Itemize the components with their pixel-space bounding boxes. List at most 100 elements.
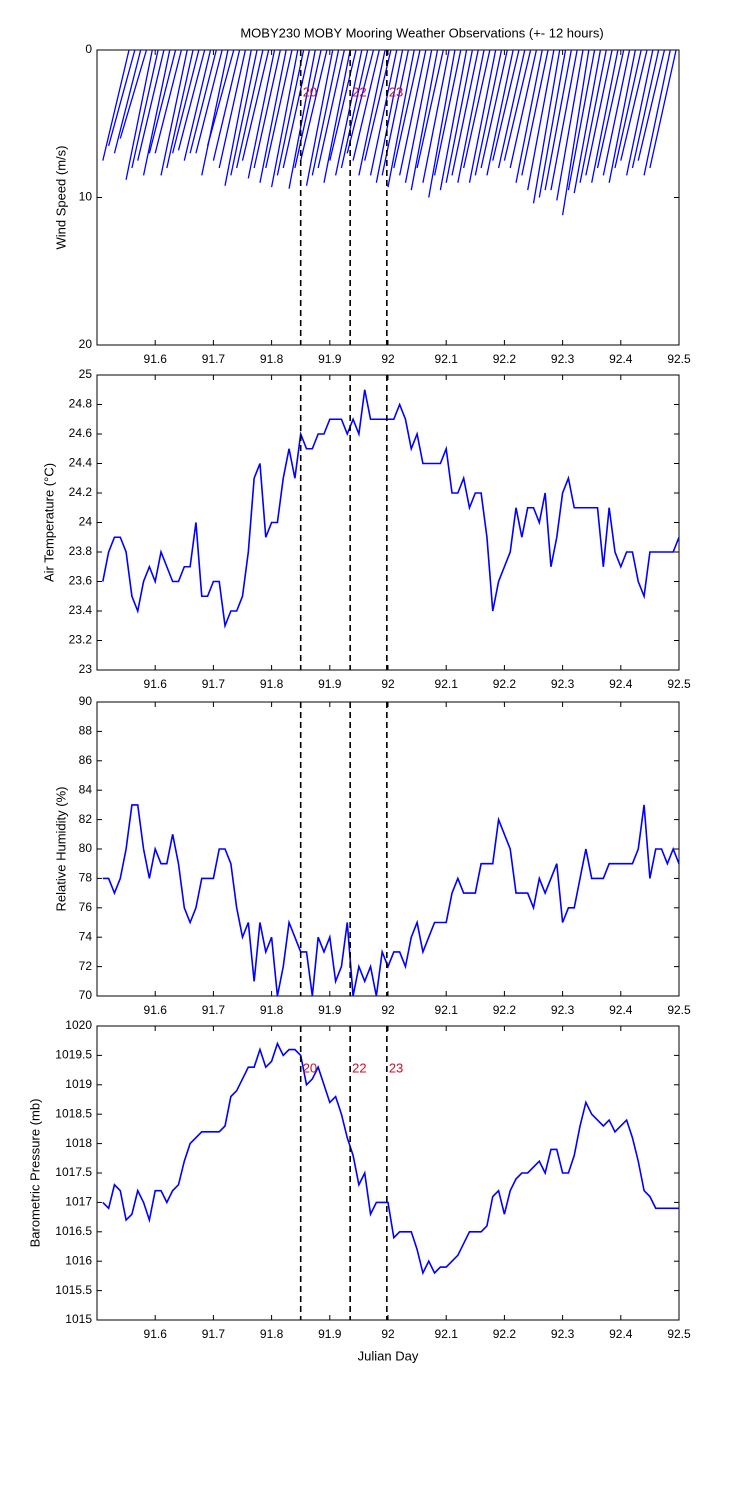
wind-stick [550,49,578,191]
data-line [102,389,680,629]
x-tick-label: 92.2 [493,1003,517,1017]
wind-stick [602,49,631,176]
x-tick-label: 91.7 [202,352,226,366]
y-tick-label: 84 [79,782,93,796]
wind-stick [218,49,247,169]
x-tick-label: 92.1 [435,352,459,366]
y-tick-label: 24.4 [69,456,93,470]
wind-stick [486,49,514,176]
event-label: 23 [389,1060,403,1075]
wind-stick [160,49,188,176]
wind-stick [137,49,165,161]
event-label: 22 [352,84,366,99]
wind-stick [474,49,503,176]
x-tick-label: 92.5 [667,1003,691,1017]
wind-stick [387,49,415,188]
x-tick-label: 92.3 [551,1327,575,1341]
y-tick-label: 72 [79,959,93,973]
y-tick-label: 23.2 [69,633,93,647]
data-line [102,804,680,997]
y-tick-label: 1016 [65,1253,92,1267]
wind-stick [108,49,136,147]
x-tick-label: 92.5 [667,1327,691,1341]
wind-stick [346,49,375,154]
wind-stick [422,49,450,183]
wind-stick [585,49,613,176]
x-tick-label: 92.1 [435,1003,459,1017]
x-tick-label: 92.5 [667,677,691,691]
wind-stick [294,49,322,169]
y-tick-label: 76 [79,900,93,914]
wind-stick [224,49,252,186]
wind-stick [468,49,497,183]
y-tick-label: 1015.5 [55,1283,92,1297]
x-tick-label: 92 [381,1003,395,1017]
x-tick-label: 91.9 [318,352,342,366]
x-tick-label: 92.4 [609,1003,633,1017]
y-tick-label: 20 [79,337,93,351]
y-tick-label: 1017.5 [55,1165,92,1179]
wind-stick [282,49,311,169]
x-tick-label: 91.8 [260,352,284,366]
y-tick-label: 1015 [65,1312,92,1326]
wind-stick [253,49,281,169]
y-tick-label: 24.8 [69,397,93,411]
plot-frame [96,1025,680,1321]
event-label: 23 [389,84,403,99]
wind-stick [236,49,264,169]
wind-stick [288,49,316,189]
wind-stick [358,49,386,176]
wind-stick [561,49,590,216]
wind-stick [451,49,479,176]
wind-stick [620,49,648,161]
x-tick-label: 92.3 [551,1003,575,1017]
x-tick-label: 92.1 [435,1327,459,1341]
x-tick-label: 92.2 [493,352,517,366]
x-tick-label: 91.8 [260,1003,284,1017]
wind-stick [276,49,305,176]
x-tick-label: 91.9 [318,1327,342,1341]
x-axis-label: Julian Day [358,1348,419,1363]
wind-stick [404,49,433,183]
x-tick-label: 92.4 [609,352,633,366]
plot-frame [96,374,680,671]
wind-stick [416,49,444,169]
wind-stick [433,49,462,176]
wind-stick [579,49,607,183]
x-tick-label: 91.6 [144,352,168,366]
x-tick-label: 92.2 [493,1327,517,1341]
data-line [102,1041,679,1276]
wind-stick [463,49,491,169]
y-tick-label: 0 [85,42,92,56]
wind-stick [201,49,229,176]
plot-frame [96,49,680,346]
y-tick-label: 70 [79,988,93,1002]
y-tick-label: 24.6 [69,426,93,440]
wind-stick [538,49,567,198]
wind-stick [410,49,439,191]
wind-stick [125,49,153,180]
x-tick-label: 92 [381,677,395,691]
y-axis-label: Relative Humidity (%) [53,787,68,912]
wind-stick [230,49,258,176]
wind-stick [509,49,538,169]
wind-stick [113,49,142,154]
y-tick-label: 24 [79,515,93,529]
y-tick-label: 23.6 [69,574,93,588]
wind-stick [439,49,468,191]
wind-stick [154,49,183,154]
wind-stick [311,49,340,176]
wind-stick [637,49,666,161]
wind-stick [195,49,223,154]
wind-stick [352,49,380,161]
wind-stick [334,49,363,176]
x-tick-label: 91.9 [318,1003,342,1017]
wind-stick [305,49,334,186]
y-tick-label: 80 [79,841,93,855]
wind-stick [649,49,677,169]
y-tick-label: 25 [79,367,93,381]
y-tick-label: 23.4 [69,603,93,617]
wind-stick [480,49,508,169]
